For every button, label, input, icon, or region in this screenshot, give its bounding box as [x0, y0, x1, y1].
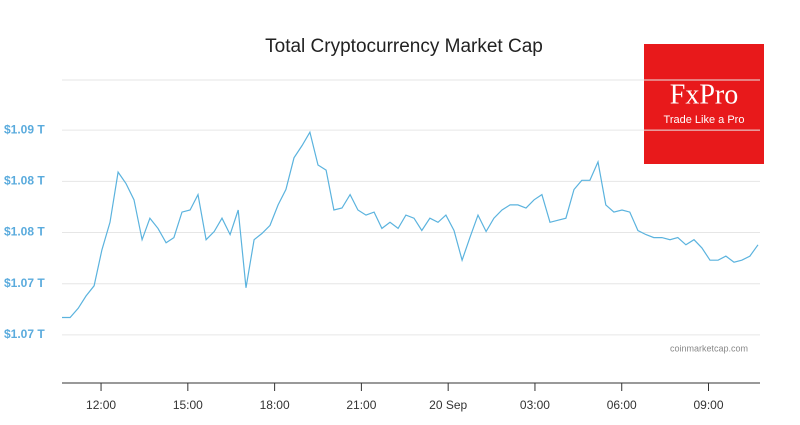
logo-brand: FxPro — [670, 79, 738, 110]
x-tick-label: 20 Sep — [429, 398, 467, 412]
y-tick-label: $1.07 T — [4, 327, 45, 341]
x-tick-label: 09:00 — [693, 398, 723, 412]
x-tick-label: 18:00 — [260, 398, 290, 412]
data-line — [62, 130, 759, 319]
x-tick-label: 06:00 — [607, 398, 637, 412]
logo-box — [644, 44, 764, 164]
x-tick-label: 21:00 — [346, 398, 376, 412]
y-tick-label: $1.08 T — [4, 225, 45, 239]
source: coinmarketcap.com — [670, 343, 748, 353]
y-tick-label: $1.09 T — [4, 122, 45, 136]
x-tick-label: 15:00 — [173, 398, 203, 412]
x-tick-label: 03:00 — [520, 398, 550, 412]
chart-title: Total Cryptocurrency Market Cap — [265, 36, 543, 57]
x-tick-label: 12:00 — [86, 398, 116, 412]
logo-tagline: Trade Like a Pro — [664, 114, 745, 126]
y-tick-label: $1.08 T — [4, 174, 45, 188]
y-tick-label: $1.07 T — [4, 276, 45, 290]
